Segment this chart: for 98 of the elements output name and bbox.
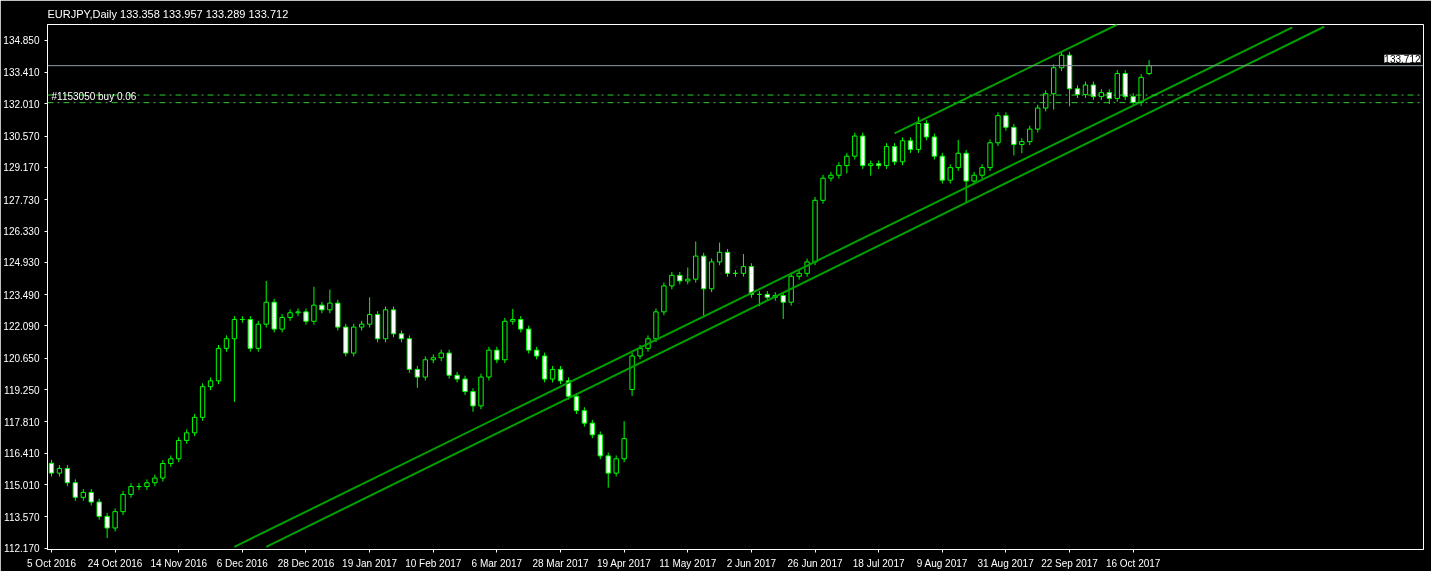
y-tick-label: 133.410	[3, 67, 40, 79]
x-tick-label: 16 Oct 2017	[1105, 557, 1161, 569]
y-tick-label: 126.330	[3, 226, 40, 238]
candlestick	[279, 313, 285, 333]
y-tick-label: 122.090	[3, 320, 40, 332]
candlestick	[176, 436, 182, 463]
x-tick-label: 14 Nov 2016	[150, 557, 208, 569]
candlestick	[693, 241, 699, 284]
x-tick-label: 5 Oct 2016	[27, 557, 77, 569]
candlestick	[526, 325, 532, 355]
candlestick	[939, 152, 945, 185]
candlestick	[287, 308, 293, 322]
candlestick	[152, 474, 158, 487]
candlestick	[605, 452, 611, 489]
candlestick	[335, 299, 341, 331]
candlestick	[327, 289, 333, 314]
candlestick	[96, 498, 102, 521]
candlestick	[844, 152, 850, 174]
y-tick-label: 130.570	[3, 131, 40, 143]
candlestick	[613, 454, 619, 477]
y-tick-label: 134.850	[3, 35, 40, 47]
candlestick	[796, 269, 802, 281]
y-tick-label: 129.170	[3, 162, 40, 174]
candlestick	[828, 171, 834, 183]
candlestick	[780, 291, 786, 320]
candlestick	[1003, 111, 1009, 132]
candlestick	[120, 490, 126, 516]
candlestick	[422, 355, 428, 381]
y-tick-label: 116.410	[4, 448, 40, 460]
candlestick	[366, 296, 373, 329]
candlestick	[621, 420, 627, 463]
x-tick-label: 11 May 2017	[659, 557, 717, 569]
candlestick	[446, 349, 452, 380]
candlestick	[891, 142, 898, 166]
candlestick	[955, 139, 961, 172]
y-tick-label: 127.730	[3, 194, 40, 206]
x-tick-label: 18 Jul 2017	[852, 557, 905, 569]
candlestick	[716, 242, 723, 266]
ref-line-label: 133.712	[1384, 53, 1421, 65]
candlestick	[462, 375, 468, 396]
x-tick-label: 22 Sep 2017	[1041, 557, 1099, 569]
candlestick	[1011, 123, 1017, 157]
candlestick	[852, 132, 858, 161]
y-tick-label: 119.250	[4, 384, 40, 396]
candlestick	[1035, 104, 1041, 133]
x-tick-label: 26 Jun 2017	[787, 557, 843, 569]
x-tick-label: 6 Mar 2017	[471, 557, 523, 569]
candlestick	[72, 478, 79, 502]
x-tick-label: 10 Feb 2017	[405, 557, 462, 569]
y-tick-label: 124.930	[3, 257, 40, 269]
candlestick	[144, 478, 150, 491]
y-tick-label: 112.170	[4, 543, 40, 555]
candlestick	[923, 119, 930, 141]
y-tick-label: 115.010	[4, 479, 40, 491]
candlestick	[883, 142, 890, 170]
x-tick-label: 6 Dec 2016	[216, 557, 269, 569]
candlestick	[820, 174, 826, 205]
candlestick	[947, 163, 953, 185]
candlestick	[414, 365, 421, 389]
x-tick-label: 28 Mar 2017	[532, 557, 590, 569]
chart-title: EURJPY,Daily 133.358 133.957 133.289 133.712	[47, 7, 289, 20]
x-tick-label: 28 Dec 2016	[277, 557, 335, 569]
y-tick-label: 120.650	[3, 353, 40, 365]
candlestick	[295, 308, 301, 317]
candlestick	[541, 352, 548, 383]
candlestick	[191, 413, 198, 437]
candlestick	[454, 371, 460, 383]
x-tick-label: 19 Jan 2017	[342, 557, 398, 569]
candlestick	[724, 248, 731, 278]
x-tick-label: 19 Apr 2017	[596, 557, 652, 569]
candlestick	[597, 430, 603, 460]
candlestick	[104, 512, 110, 539]
candlestick	[390, 305, 397, 338]
x-tick-label: 31 Aug 2017	[977, 557, 1035, 569]
candlestick	[311, 286, 317, 326]
candlestick	[64, 464, 71, 487]
y-tick-label: 123.490	[3, 289, 40, 301]
candlestick	[931, 133, 938, 161]
candlestick	[263, 280, 269, 329]
candlestick	[581, 406, 588, 428]
y-tick-label: 113.570	[4, 511, 40, 523]
candlestick	[112, 507, 118, 532]
candlestick	[740, 253, 747, 278]
candlestick	[1027, 125, 1033, 146]
x-tick-label: 9 Aug 2017	[916, 557, 968, 569]
candlestick	[1122, 69, 1128, 101]
candlestick	[557, 365, 564, 385]
x-tick-label: 24 Oct 2016	[87, 557, 143, 569]
candlestick	[899, 136, 906, 166]
y-tick-label: 117.810	[4, 416, 40, 428]
candlestick	[231, 315, 238, 403]
candlestick	[589, 419, 596, 439]
y-tick-label: 132.010	[3, 98, 40, 110]
x-tick-label: 2 Jun 2017	[726, 557, 777, 569]
ref-line-label: #1153050 buy 0.06	[51, 90, 137, 102]
candlestick	[470, 387, 476, 413]
candlestick	[160, 459, 166, 482]
candlestick	[319, 301, 325, 314]
